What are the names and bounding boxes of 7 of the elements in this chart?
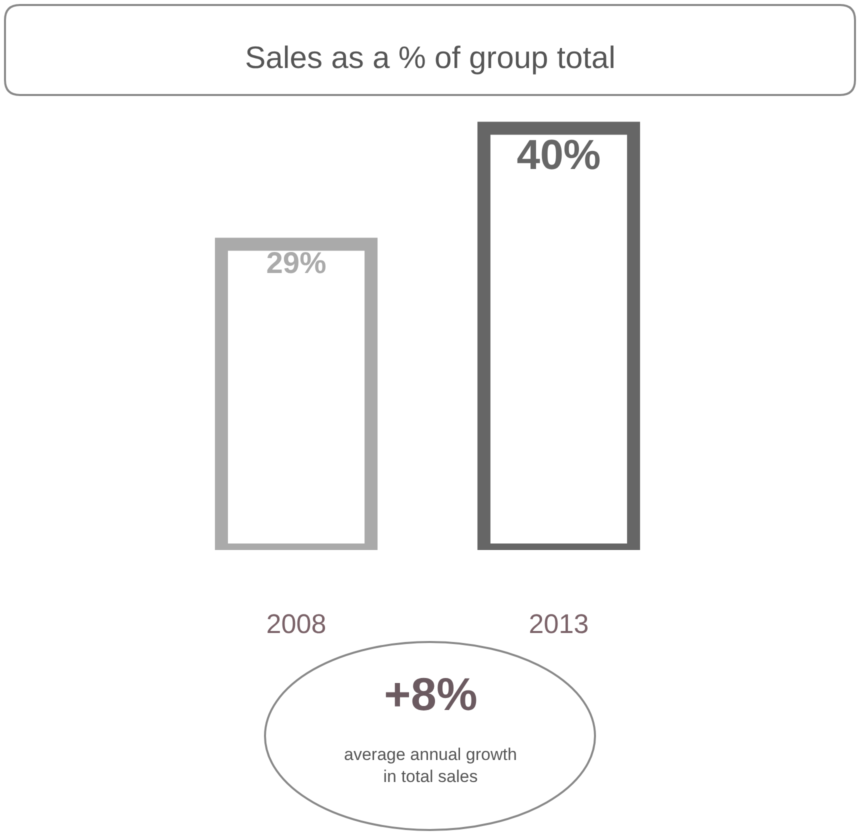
text: +8% bbox=[384, 668, 478, 720]
text: average annual growth in total sales bbox=[344, 745, 517, 786]
chart-title: Sales as a % of group total bbox=[245, 40, 616, 75]
data-label: 40% bbox=[516, 131, 601, 178]
data-label: 29% bbox=[266, 247, 326, 280]
x-tick-label: 2013 bbox=[528, 609, 589, 639]
x-tick-label: 2008 bbox=[266, 609, 326, 639]
